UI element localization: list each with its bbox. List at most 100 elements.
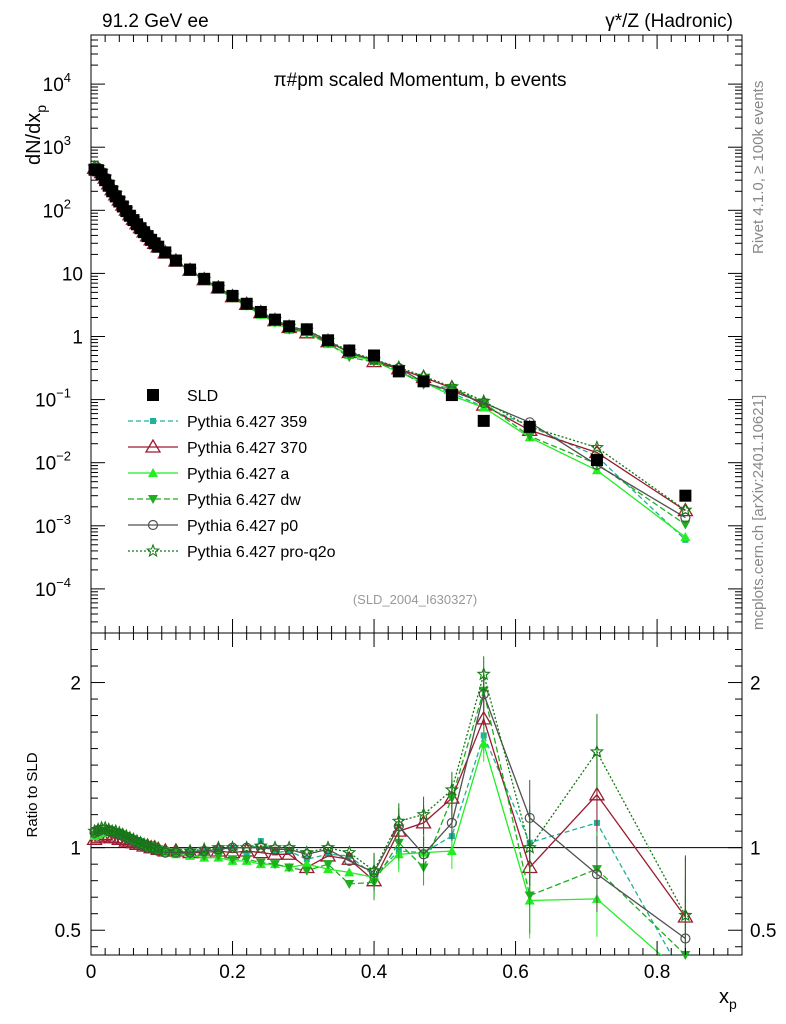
legend: SLD Pythia 6.427 359 Pythia 6.427 370 Pythi…	[128, 388, 336, 561]
y-axis-label-sub: p	[33, 105, 49, 113]
data-point	[322, 334, 335, 347]
legend-entry: Pythia 6.427 pro-q2o	[128, 543, 336, 561]
x-tick-label: 0.8	[644, 962, 670, 983]
legend-entry: Pythia 6.427 dw	[128, 492, 301, 509]
legend-marker	[147, 519, 159, 531]
process-label: γ*/Z (Hadronic)	[605, 11, 733, 32]
legend-marker	[144, 438, 162, 453]
ratio-tick-label-right: 2	[750, 674, 761, 695]
series-point-4	[478, 397, 489, 408]
y-tick-label: 102	[43, 196, 71, 222]
y-tick-label: 104	[43, 70, 71, 96]
ratio-point-3	[344, 879, 355, 889]
y-tick-label-exp: 3	[64, 133, 71, 148]
series-line-5	[94, 166, 686, 511]
ratio-point-4	[170, 847, 182, 858]
data-point	[417, 375, 430, 388]
ratio-point-5	[366, 863, 382, 877]
data-point	[343, 344, 356, 357]
y-tick-label-exp: 4	[64, 70, 71, 85]
y-tick-label-base: 10	[43, 75, 64, 96]
ratio-point-4	[344, 855, 355, 866]
ratio-point-1	[588, 786, 606, 801]
series-point-2	[680, 532, 691, 542]
data-point	[184, 263, 197, 276]
ratio-point-4	[269, 844, 281, 855]
main-series-group	[86, 159, 694, 543]
ratio-point-5	[143, 840, 159, 854]
ratio-point-5	[342, 845, 357, 859]
y-tick-label: 10−1	[35, 386, 71, 412]
y-tick-label-base: 10	[35, 454, 56, 475]
ratio-point-2	[344, 867, 355, 877]
ratio-point-0	[286, 847, 293, 854]
ratio-tick-label: 1	[70, 839, 81, 860]
ratio-point-5	[320, 840, 336, 854]
analysis-watermark: (SLD_2004_I630327)	[353, 592, 477, 607]
y-tick-label: 1	[72, 327, 83, 348]
ratio-point-5	[168, 843, 184, 857]
y-tick-label: 10−3	[35, 512, 71, 538]
ratio-point-5	[239, 840, 254, 854]
ratio-series-group	[86, 656, 694, 960]
data-point	[254, 305, 267, 318]
legend-marker	[145, 543, 161, 558]
y-axis-label-main: dN/dx	[23, 113, 45, 165]
y-tick-label-base: 1	[72, 327, 83, 348]
ratio-point-4	[199, 845, 210, 857]
legend-entry: Pythia 6.427 359	[128, 414, 307, 431]
x-axis-label-main: x	[719, 986, 729, 1008]
legend-label: Pythia 6.427 370	[187, 440, 307, 457]
ratio-point-4	[184, 847, 196, 858]
x-axis-label-sub: p	[729, 996, 737, 1012]
legend-label: Pythia 6.427 a	[187, 466, 289, 483]
ratio-tick-label-right: 0.5	[750, 921, 776, 942]
ratio-point-3	[323, 860, 334, 870]
y-tick-label-base: 10	[35, 391, 56, 412]
legend-marker	[148, 495, 158, 504]
ratio-point-3	[284, 863, 295, 873]
data-point	[198, 272, 211, 285]
ratio-tick-label: 2	[70, 674, 81, 695]
ratio-point-5	[299, 845, 314, 859]
y-tick-label: 103	[43, 133, 71, 159]
ratio-point-3	[301, 866, 312, 876]
legend-label: Pythia 6.427 359	[187, 414, 307, 431]
y-tick-label-base: 10	[43, 201, 64, 222]
legend-label: Pythia 6.427 pro-q2o	[187, 544, 336, 561]
ratio-point-2	[301, 859, 312, 869]
legend-entry: Pythia 6.427 p0	[128, 518, 298, 535]
ratio-point-3	[213, 851, 224, 861]
y-tick-label: 10	[62, 264, 83, 285]
ratio-line-3	[94, 688, 686, 955]
legend-label: Pythia 6.427 dw	[187, 492, 301, 509]
legend-label: SLD	[187, 388, 218, 405]
y-tick-label-exp: −2	[56, 449, 71, 464]
data-point	[392, 365, 405, 378]
data-point	[226, 289, 239, 302]
mcplots-label: mcplots.cern.ch [arXiv:2401.10621]	[750, 395, 767, 630]
ratio-point-5	[151, 841, 166, 856]
data-point	[477, 414, 490, 427]
x-tick-label: 0.2	[219, 962, 245, 983]
ratio-point-3	[524, 891, 535, 901]
ratio-point-2	[478, 738, 489, 748]
data-point	[240, 297, 253, 310]
data-point	[169, 254, 182, 267]
ratio-point-5	[94, 820, 109, 834]
ratio-point-4	[255, 842, 266, 853]
x-axis-ticks: 0 0.2 0.4 0.6 0.8	[86, 35, 743, 983]
x-axis-label: xp	[719, 986, 737, 1012]
y-tick-label-exp: −4	[56, 575, 71, 590]
series-line-2	[94, 167, 686, 538]
y-tick-label-exp: −1	[56, 386, 71, 401]
ratio-point-5	[211, 840, 226, 854]
ratio-point-5	[416, 807, 431, 821]
legend-label: Pythia 6.427 p0	[187, 518, 298, 535]
y-tick-label: 10−4	[35, 575, 71, 601]
ratio-point-3	[680, 951, 691, 960]
rivet-version-label: Rivet 4.1.0, ≥ 100k events	[750, 81, 767, 254]
legend-marker	[148, 468, 158, 477]
ratio-y-ticks: 0.5 0.5 1 1 2 2	[55, 649, 776, 948]
